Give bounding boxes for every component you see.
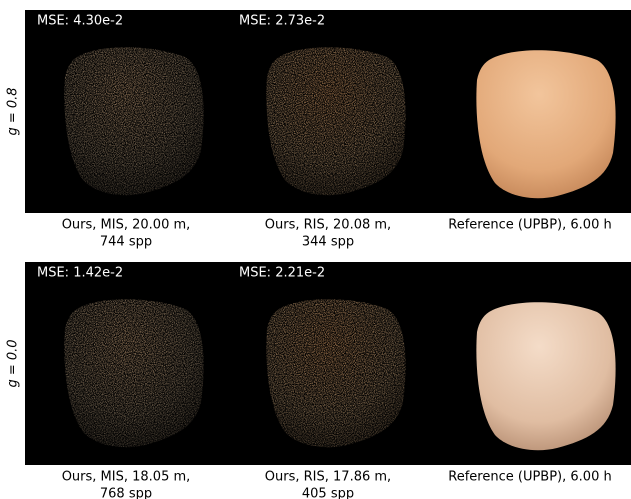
- mse-label: MSE: 2.73e-2: [239, 14, 325, 29]
- caption: 768 spp: [100, 487, 152, 499]
- mse-label: MSE: 4.30e-2: [37, 14, 123, 29]
- render-image: [64, 47, 203, 195]
- caption: Ours, RIS, 20.08 m,: [265, 218, 391, 233]
- cube: [266, 47, 405, 195]
- mse-label: MSE: 1.42e-2: [37, 266, 123, 281]
- row-label: g = 0.0: [6, 339, 21, 387]
- cube: [64, 47, 203, 195]
- figure: g = 0.8 MSE: 4.30e-2 Ours, MIS, 20.00 m, 74…: [0, 0, 631, 499]
- caption: 344 spp: [302, 235, 354, 250]
- render-image: [476, 302, 615, 450]
- render-image: [64, 299, 203, 447]
- cube: [266, 299, 405, 447]
- caption: Ours, MIS, 20.00 m,: [62, 218, 191, 233]
- caption: 744 spp: [100, 235, 152, 250]
- cube: [64, 299, 203, 447]
- caption: Ours, RIS, 17.86 m,: [265, 470, 391, 485]
- render-image: [266, 299, 405, 447]
- cube: [476, 302, 615, 450]
- caption: Reference (UPBP), 6.00 h: [448, 470, 611, 485]
- mse-label: MSE: 2.21e-2: [239, 266, 325, 281]
- render-image: [266, 47, 405, 195]
- row-label: g = 0.8: [6, 87, 21, 135]
- caption: Ours, MIS, 18.05 m,: [62, 470, 191, 485]
- caption: Reference (UPBP), 6.00 h: [448, 218, 611, 233]
- caption: 405 spp: [302, 487, 354, 499]
- render-image: [476, 50, 615, 198]
- cube: [476, 50, 615, 198]
